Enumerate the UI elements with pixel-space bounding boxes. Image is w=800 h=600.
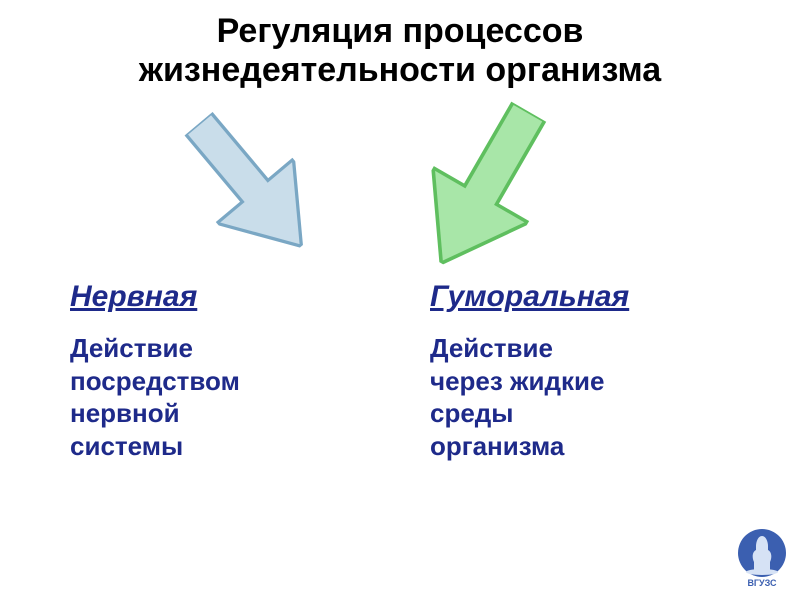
- left-column: Нервная Действие посредством нервной сис…: [70, 280, 370, 462]
- right-heading: Гуморальная: [430, 280, 730, 314]
- page-title: Регуляция процессов жизнедеятельности ор…: [0, 0, 800, 90]
- left-desc-line: Действие: [70, 332, 370, 365]
- left-desc-line: нервной: [70, 397, 370, 430]
- logo: ВГУЗС: [734, 528, 790, 590]
- left-heading: Нервная: [70, 280, 370, 314]
- right-description: Действие через жидкие среды организма: [430, 332, 730, 462]
- title-line2: жизнедеятельности организма: [0, 51, 800, 90]
- right-desc-line: организма: [430, 430, 730, 463]
- left-desc-line: посредством: [70, 365, 370, 398]
- svg-text:ВГУЗС: ВГУЗС: [747, 578, 777, 588]
- arrow-right: [394, 84, 577, 291]
- columns: Нервная Действие посредством нервной сис…: [0, 280, 800, 462]
- left-desc-line: системы: [70, 430, 370, 463]
- logo-icon: ВГУЗС: [734, 528, 790, 590]
- right-desc-line: через жидкие: [430, 365, 730, 398]
- arrow-left: [160, 92, 339, 279]
- right-desc-line: Действие: [430, 332, 730, 365]
- right-column: Гуморальная Действие через жидкие среды …: [430, 280, 730, 462]
- arrows-container: [0, 90, 800, 270]
- title-line1: Регуляция процессов: [0, 12, 800, 51]
- right-desc-line: среды: [430, 397, 730, 430]
- left-description: Действие посредством нервной системы: [70, 332, 370, 462]
